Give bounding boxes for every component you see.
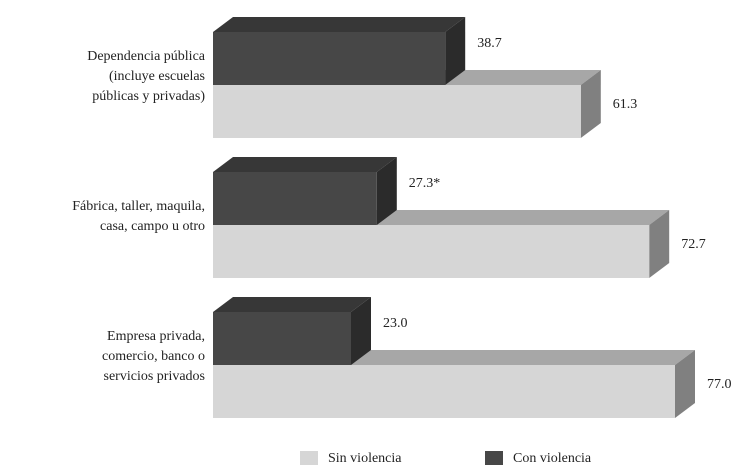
value-label: 72.7 (681, 237, 706, 252)
bar-face (675, 350, 695, 418)
bar-face (580, 70, 601, 138)
value-label: 27.3* (409, 176, 441, 191)
bar-face (213, 312, 351, 365)
bar-face (213, 32, 446, 85)
bar-face (213, 172, 377, 225)
value-label: 77.0 (707, 377, 732, 392)
bar-face (213, 225, 650, 278)
bar (213, 297, 371, 365)
bar-face (445, 17, 466, 85)
legend-label: Con violencia (513, 451, 592, 466)
bar-face (213, 365, 675, 418)
bar-face (376, 157, 397, 225)
value-label: 23.0 (383, 316, 408, 331)
bar (213, 157, 397, 225)
category-label: servicios privados (104, 369, 205, 384)
bar-face (351, 297, 371, 365)
category-label: comercio, banco o (102, 349, 205, 364)
value-label: 61.3 (613, 97, 638, 112)
legend-label: Sin violencia (328, 451, 402, 466)
category-label: (incluye escuelas (109, 69, 205, 84)
bar-face (213, 157, 397, 172)
bar (213, 17, 466, 85)
legend-swatch (485, 451, 503, 465)
category-label: Fábrica, taller, maquila, (72, 199, 205, 214)
bar-face (213, 85, 581, 138)
category-label: públicas y privadas) (92, 89, 205, 104)
category-label: Dependencia pública (87, 49, 206, 64)
bar-face (213, 297, 371, 312)
legend-swatch (300, 451, 318, 465)
bar-face (213, 17, 466, 32)
bar-face (649, 210, 670, 278)
value-label: 38.7 (477, 36, 502, 51)
category-label: casa, campo u otro (100, 219, 205, 234)
category-label: Empresa privada, (107, 329, 205, 344)
